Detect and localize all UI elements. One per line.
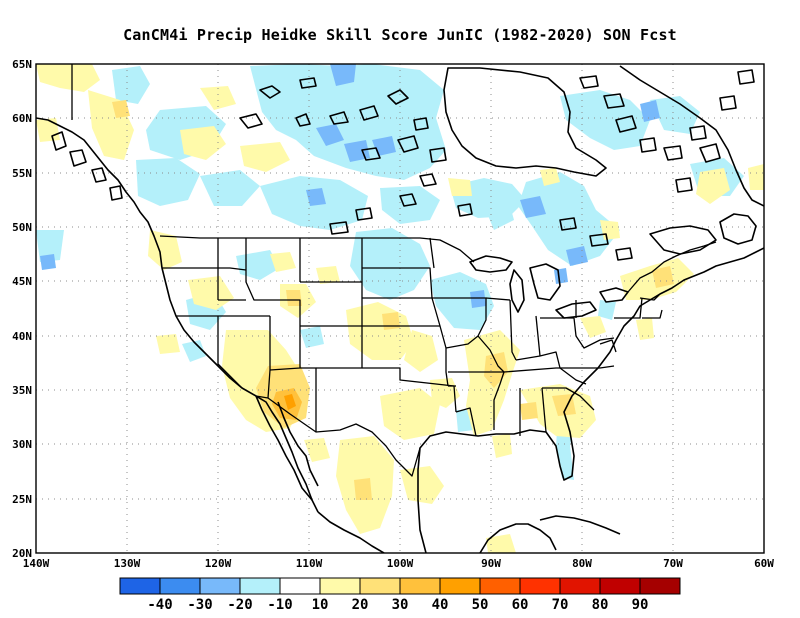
- colorbar-label: 40: [432, 597, 449, 613]
- colorbar-swatch: [119, 577, 161, 595]
- colorbar-swatch: [639, 577, 681, 595]
- lat-axis: 65N 60N 55N 50N 45N 40N 35N 30N 25N 20N: [12, 58, 32, 560]
- colorbar-label: -20: [227, 597, 252, 613]
- lon-label: 90W: [481, 557, 501, 570]
- lon-label: 140W: [23, 557, 50, 570]
- lat-label: 65N: [12, 58, 32, 71]
- lon-label: 60W: [754, 557, 774, 570]
- chart-title: CanCM4i Precip Heidke Skill Score JunIC …: [123, 26, 677, 44]
- shading-positive-strong: [272, 388, 302, 420]
- colorbar-swatch: [159, 577, 201, 595]
- lat-label: 35N: [12, 384, 32, 397]
- colorbar-label: -10: [267, 597, 292, 613]
- colorbar-label: -30: [187, 597, 212, 613]
- lon-label: 130W: [114, 557, 141, 570]
- colorbar-label: 60: [512, 597, 529, 613]
- lon-axis: 140W 130W 120W 110W 100W 90W 80W 70W 60W: [23, 557, 775, 570]
- colorbar-label: 90: [632, 597, 649, 613]
- colorbar-swatch: [479, 577, 521, 595]
- lat-label: 40N: [12, 330, 32, 343]
- colorbar-label: 70: [552, 597, 569, 613]
- map-frame: [35, 63, 765, 554]
- colorbar-swatch: [359, 577, 401, 595]
- colorbar-swatch: [399, 577, 441, 595]
- colorbar-swatch: [199, 577, 241, 595]
- colorbar-label: 50: [472, 597, 489, 613]
- colorbar-swatch: [239, 577, 281, 595]
- colorbar-swatch: [599, 577, 641, 595]
- colorbar-label: 30: [392, 597, 409, 613]
- lat-label: 25N: [12, 493, 32, 506]
- coastlines: [36, 65, 764, 553]
- lon-label: 110W: [296, 557, 323, 570]
- lat-label: 20N: [12, 547, 32, 560]
- colorbar-label: -40: [147, 597, 172, 613]
- lat-gridlines: [36, 117, 764, 500]
- lat-label: 30N: [12, 438, 32, 451]
- shading-negative-medium: [40, 64, 660, 308]
- colorbar-label: 20: [352, 597, 369, 613]
- lon-label: 120W: [205, 557, 232, 570]
- political-borders: [71, 64, 717, 477]
- lat-label: 55N: [12, 167, 32, 180]
- colorbar-label: 80: [592, 597, 609, 613]
- lat-label: 45N: [12, 275, 32, 288]
- colorbar: -40 -30 -20 -10 10 20 30 40 50 60 70 80 90: [119, 577, 681, 613]
- colorbar-swatch: [519, 577, 561, 595]
- lon-label: 100W: [387, 557, 414, 570]
- colorbar-swatch: [319, 577, 361, 595]
- lon-label: 80W: [572, 557, 592, 570]
- lon-label: 70W: [663, 557, 683, 570]
- lat-label: 50N: [12, 221, 32, 234]
- colorbar-swatch: [279, 577, 321, 595]
- shading-negative-light: [36, 64, 744, 480]
- colorbar-swatch: [439, 577, 481, 595]
- lat-label: 60N: [12, 112, 32, 125]
- colorbar-label: 10: [312, 597, 329, 613]
- colorbar-swatch: [559, 577, 601, 595]
